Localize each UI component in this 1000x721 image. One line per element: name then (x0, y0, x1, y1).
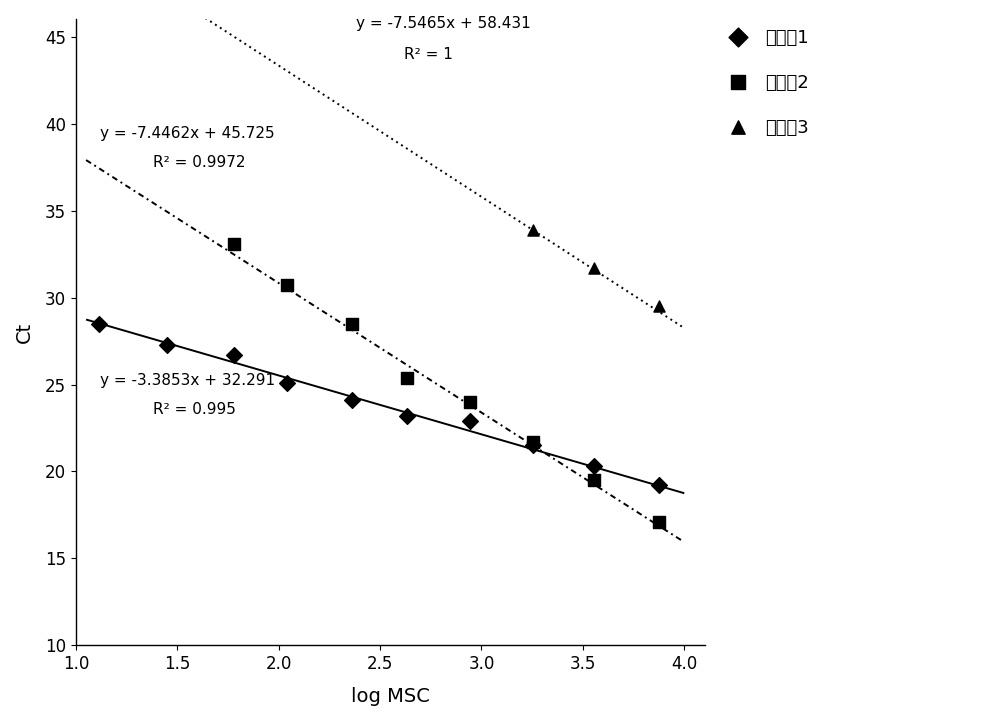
引物对1 (344, 394, 360, 406)
引物对3 (586, 262, 602, 274)
引物对2 (586, 474, 602, 486)
引物对1 (91, 318, 107, 329)
引物对1 (586, 461, 602, 472)
X-axis label: log MSC: log MSC (351, 687, 430, 706)
引物对3 (525, 224, 541, 236)
引物对3 (651, 301, 667, 312)
Text: y = -7.5465x + 58.431: y = -7.5465x + 58.431 (356, 16, 531, 31)
引物对1 (279, 377, 295, 389)
Legend: 引物对1, 引物对2, 引物对3: 引物对1, 引物对2, 引物对3 (729, 28, 809, 137)
引物对1 (651, 479, 667, 491)
引物对1 (525, 440, 541, 451)
引物对2 (279, 280, 295, 291)
Y-axis label: Ct: Ct (15, 322, 34, 343)
引物对1 (159, 339, 175, 350)
引物对2 (226, 238, 242, 249)
引物对1 (226, 349, 242, 360)
Text: R² = 1: R² = 1 (404, 48, 453, 62)
引物对1 (399, 410, 415, 422)
Text: y = -3.3853x + 32.291: y = -3.3853x + 32.291 (100, 373, 275, 387)
Text: R² = 0.995: R² = 0.995 (153, 402, 236, 417)
Text: y = -7.4462x + 45.725: y = -7.4462x + 45.725 (100, 125, 275, 141)
Text: R² = 0.9972: R² = 0.9972 (153, 155, 246, 170)
引物对1 (462, 415, 478, 427)
引物对2 (462, 396, 478, 407)
引物对2 (399, 372, 415, 384)
引物对2 (651, 516, 667, 528)
引物对2 (344, 318, 360, 329)
引物对2 (525, 436, 541, 448)
